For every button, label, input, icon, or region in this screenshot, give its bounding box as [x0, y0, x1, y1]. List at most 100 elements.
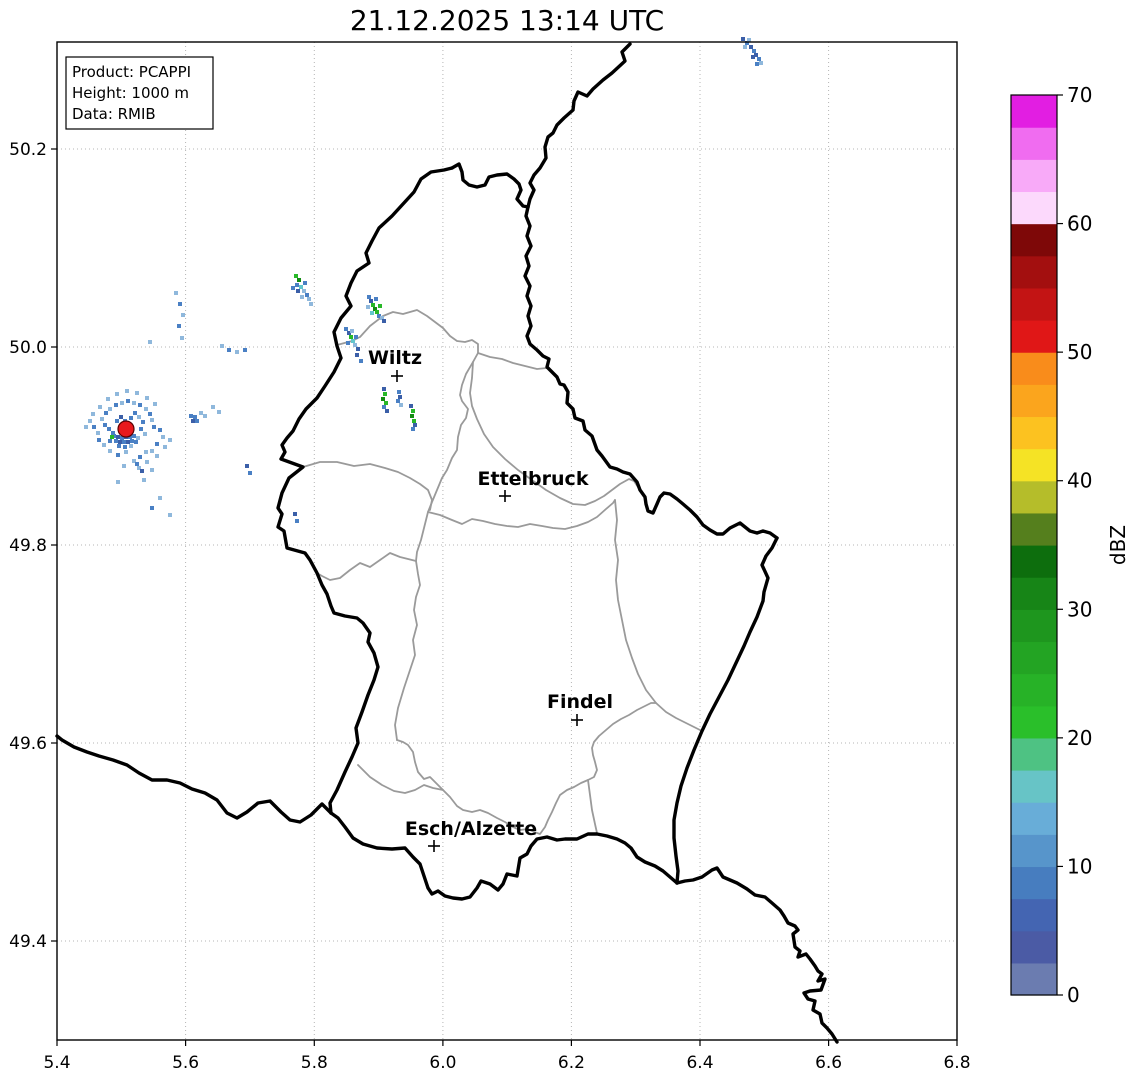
radar-echo-pixel [351, 339, 355, 343]
radar-echo-pixel [132, 459, 136, 463]
radar-echo-pixel [411, 427, 415, 431]
radar-echo-pixel [135, 391, 139, 395]
radar-echo-pixel [110, 435, 114, 439]
radar-echo-pixel [129, 416, 133, 420]
country-border [675, 866, 839, 1044]
radar-echo-pixel [133, 411, 137, 415]
radar-echo-pixel [371, 303, 375, 307]
radar-echo-pixel [191, 419, 195, 423]
info-box-frame [65, 56, 214, 130]
canton-border [587, 779, 598, 834]
radar-echo-pixel [291, 286, 295, 290]
radar-echo-pixel [374, 297, 378, 301]
colorbar-segment [1011, 384, 1057, 418]
radar-site-dot [117, 420, 135, 438]
radar-echo-pixel [116, 480, 120, 484]
canton-border [469, 361, 641, 506]
country-border [329, 811, 679, 901]
radar-echo-pixel [141, 420, 145, 424]
radar-echo-pixel [153, 402, 157, 406]
radar-echo-pixel [378, 304, 382, 308]
colorbar-tick-label: 20 [1067, 726, 1092, 750]
radar-echo-pixel [137, 415, 141, 419]
city-markers-layer: Wiltz Ettelbruck Findel Esch/Alzette [368, 347, 613, 852]
colorbar-segment [1011, 705, 1057, 739]
radar-echo-pixel [100, 417, 104, 421]
colorbar-segment [1011, 255, 1057, 289]
radar-echo-pixel [148, 340, 152, 344]
radar-echo-pixel [373, 307, 377, 311]
radar-echo-pixel [158, 496, 162, 500]
radar-echo-pixel [120, 401, 124, 405]
radar-echo-pixel [116, 453, 120, 457]
canton-border [477, 352, 548, 370]
radar-echo-pixel [155, 454, 159, 458]
radar-echo-pixel [108, 449, 112, 453]
colorbar-tick-label: 50 [1067, 340, 1092, 364]
country-border [450, 162, 530, 209]
x-tick-label: 6.2 [558, 1053, 585, 1073]
x-tick-label: 6.4 [686, 1053, 713, 1073]
radar-echo-pixel [122, 464, 126, 468]
x-tick-label: 6.6 [815, 1053, 842, 1073]
radar-echo-pixel [115, 392, 119, 396]
colorbar-tick-label: 70 [1067, 83, 1092, 107]
radar-echo-pixel [118, 440, 122, 444]
radar-echo-pixel [410, 414, 414, 418]
colorbar-segment [1011, 866, 1057, 900]
country-border [55, 734, 333, 824]
colorbar-segment [1011, 448, 1057, 482]
radar-echo-pixel [749, 45, 753, 49]
city-marker-group: Esch/Alzette [405, 818, 537, 852]
radar-echo-pixel [148, 412, 152, 416]
city-marker-group: Ettelbruck [478, 468, 589, 502]
radar-echo-pixel [126, 399, 130, 403]
colorbar-segment [1011, 545, 1057, 578]
radar-echo-pixel [119, 415, 123, 419]
colorbar-segment [1011, 416, 1057, 450]
radar-echo-pixel [309, 302, 313, 306]
radar-echo-pixel [369, 299, 373, 303]
radar-echo-pixel [150, 506, 154, 510]
radar-echo-pixel [174, 291, 178, 295]
radar-echo-pixel [227, 348, 231, 352]
radar-echo-pixel [136, 436, 140, 440]
radar-echo-pixel [138, 455, 142, 459]
axis-ticks-layer: 5.4 5.6 5.8 6.0 6.2 6.4 6.6 6.8 50.2 50.0 49.8 49.6… [9, 140, 970, 1073]
radar-echo-pixel [217, 410, 221, 414]
x-tick-label: 5.8 [301, 1053, 328, 1073]
radar-echo-pixel [128, 435, 132, 439]
radar-echo-pixel [245, 464, 249, 468]
radar-echo-pixel [152, 425, 156, 429]
canton-border [396, 702, 657, 835]
radar-echo-pixel [108, 407, 112, 411]
radar-echo-pixel [384, 401, 388, 405]
radar-echo-pixel [350, 329, 354, 333]
city-label: Ettelbruck [478, 468, 589, 490]
radar-echo-pixel [150, 468, 154, 472]
radar-echo-pixel [92, 425, 96, 429]
country-border [526, 42, 632, 209]
radar-echo-pixel [189, 414, 193, 418]
radar-echo-pixel [349, 335, 353, 339]
radar-echo-pixel [382, 319, 386, 323]
colorbar: 0 10 20 30 40 50 60 70 [1011, 83, 1092, 1007]
grid-layer [57, 42, 957, 1040]
radar-echo-pixel [754, 53, 758, 57]
radar-echo-pixel [757, 57, 761, 61]
colorbar-segment [1011, 95, 1057, 128]
city-marker-group: Findel [547, 691, 613, 726]
colorbar-frame [1010, 94, 1058, 996]
colorbar-segment [1011, 191, 1057, 225]
radar-echo-pixel [161, 435, 165, 439]
canton-border [302, 461, 433, 511]
colorbar-tick-label: 60 [1067, 212, 1092, 236]
radar-echo-pixel [150, 418, 154, 422]
country-border [672, 536, 779, 885]
radar-echo-pixel [104, 411, 108, 415]
radar-echo-pixel [248, 471, 252, 475]
radar-echo-pixel [132, 434, 136, 438]
radar-echo-pixel [168, 513, 172, 517]
